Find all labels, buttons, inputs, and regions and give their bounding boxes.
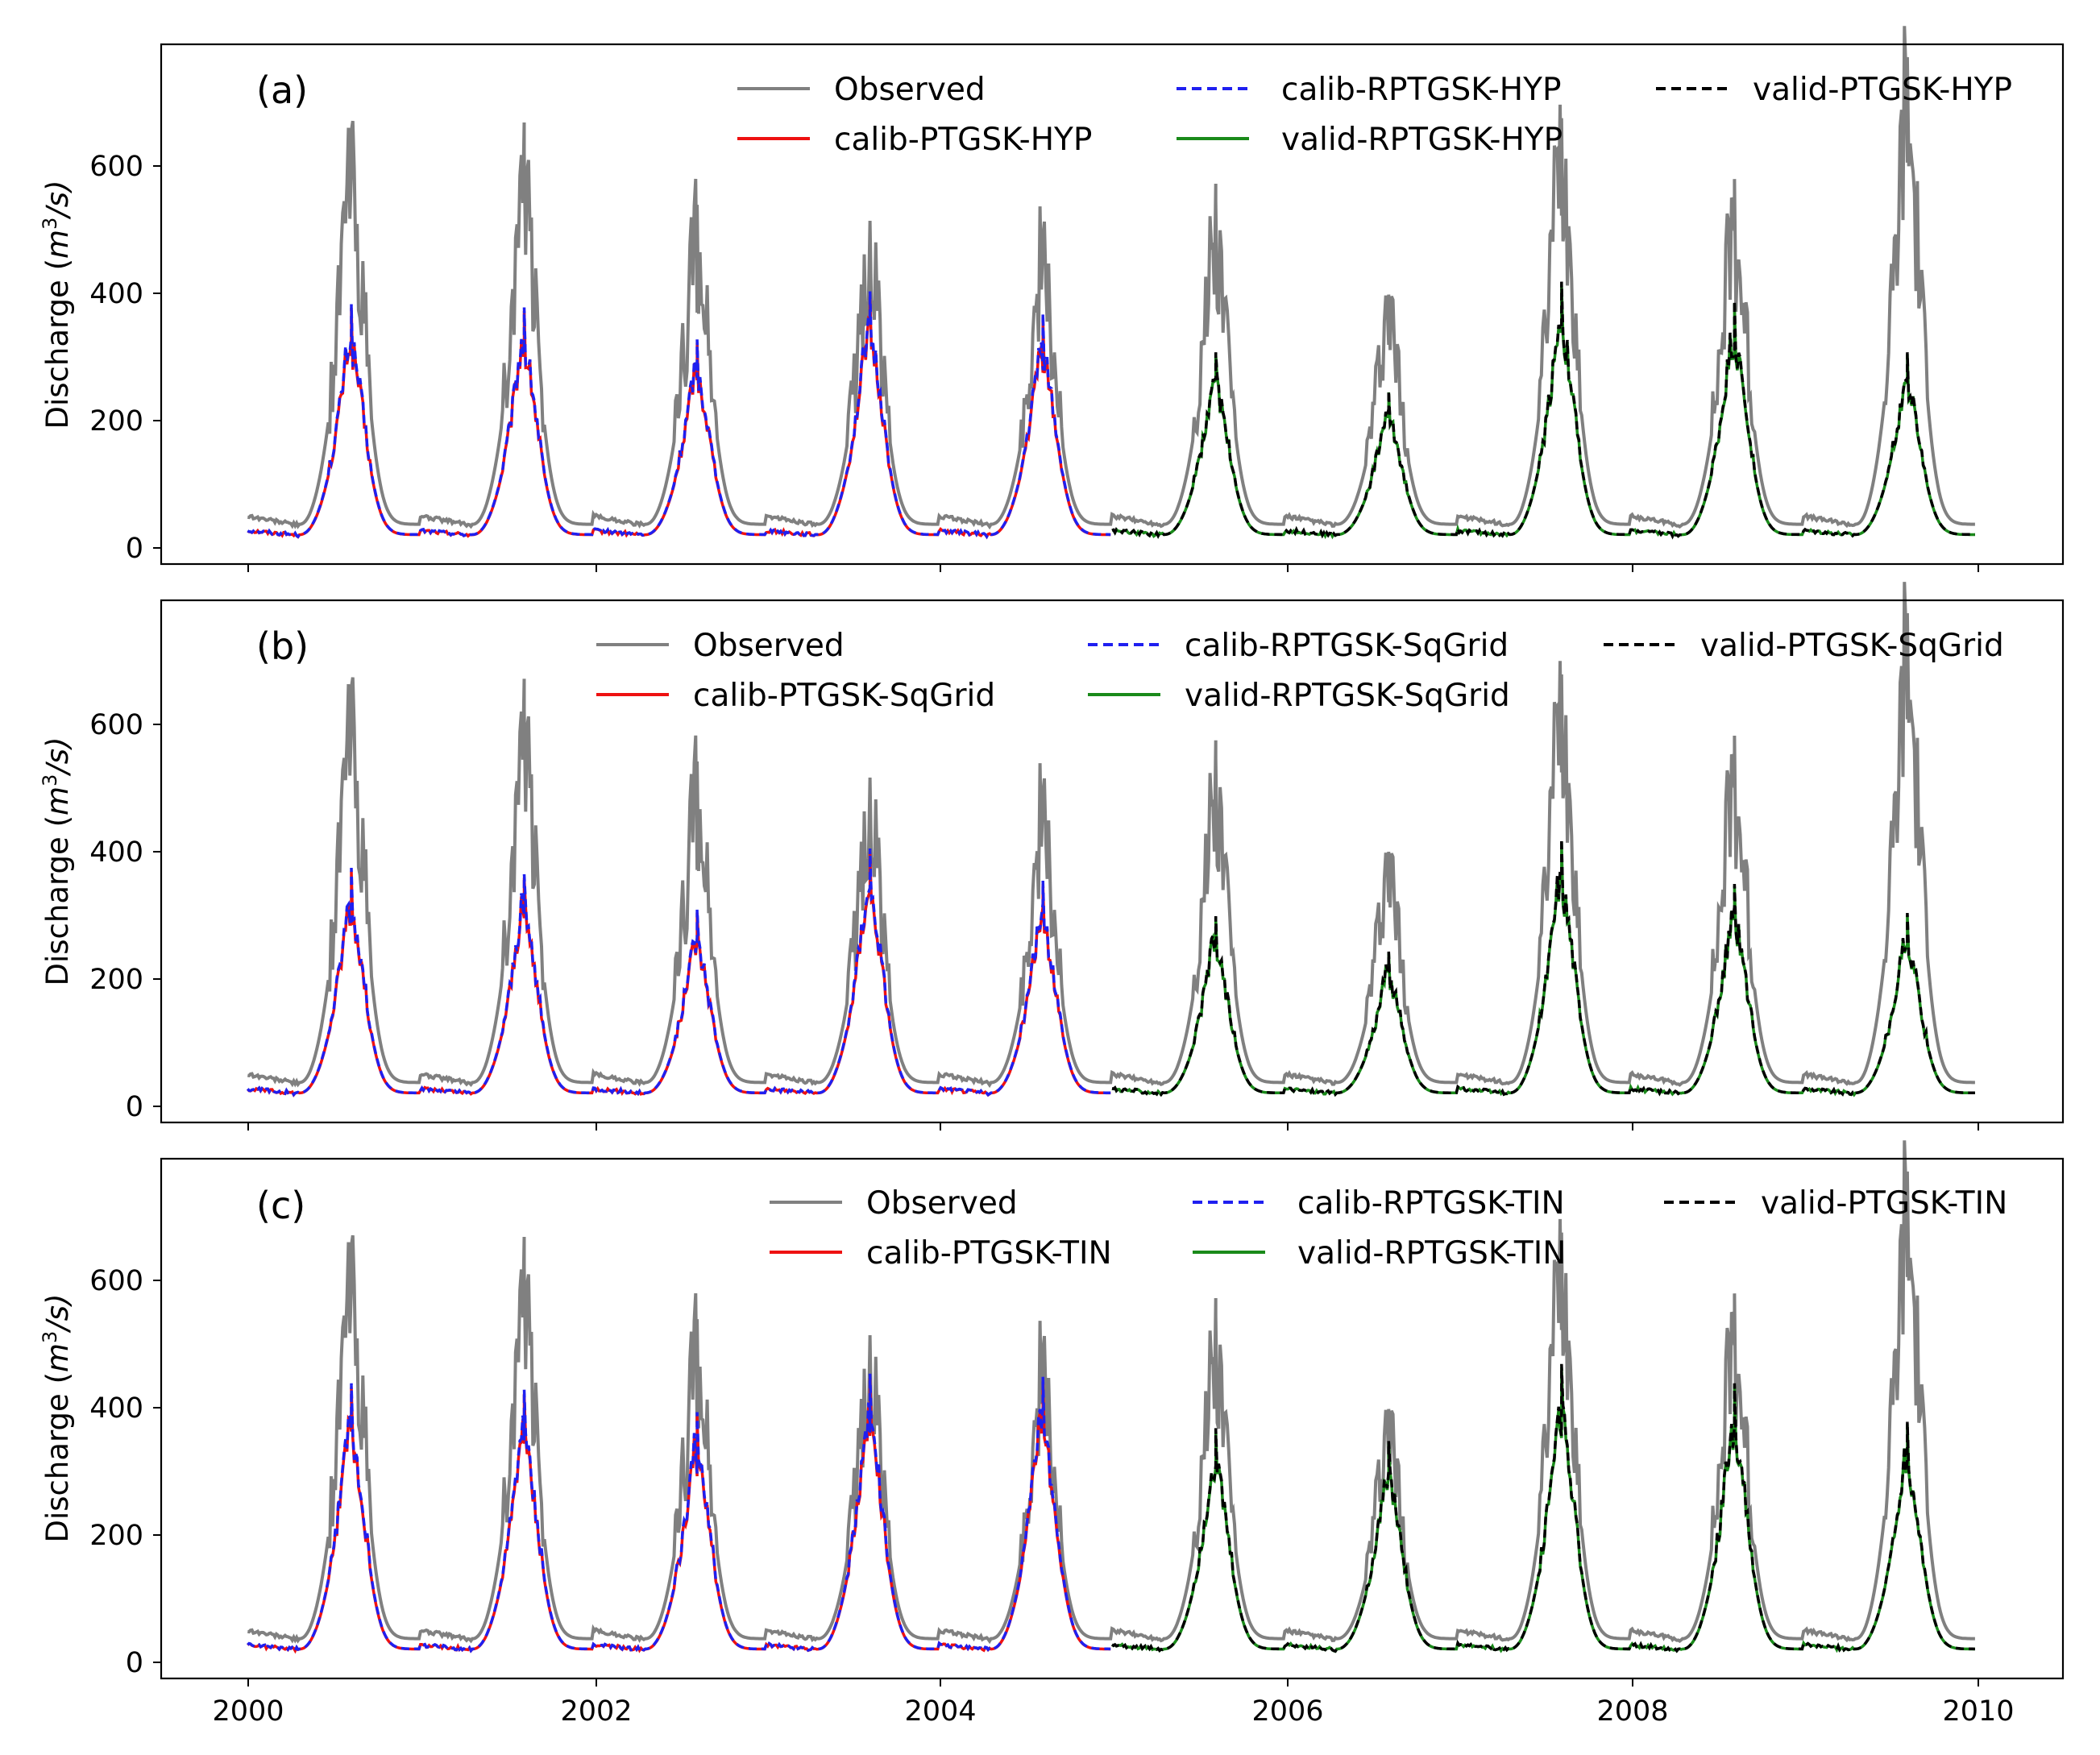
panel-a-legend: Observed calib-RPTGSK-HYP valid-PTGSK-HY… bbox=[737, 72, 2012, 158]
panel-b-legend-label-calib-rptgsk: calib-RPTGSK-SqGrid bbox=[1185, 628, 1509, 664]
panel-c-legend: Observed calib-RPTGSK-TIN valid-PTGSK-TI… bbox=[770, 1185, 2007, 1272]
panel-b-legend-label-calib-ptgsk: calib-PTGSK-SqGrid bbox=[693, 678, 995, 714]
panel-c-xtick-label-2004: 2004 bbox=[904, 1695, 976, 1728]
panel-a-legend-label-valid-ptgsk: valid-PTGSK-HYP bbox=[1753, 72, 2012, 108]
panel-c-legend-label-calib-ptgsk: calib-PTGSK-TIN bbox=[866, 1235, 1112, 1272]
panel-c-ytick-label-400: 400 bbox=[89, 1392, 143, 1425]
panel-a-ylabel: Discharge (m3/s) bbox=[39, 180, 75, 429]
panel-b-y-axis: 0 200 400 600 Discharge (m3/s) bbox=[39, 709, 161, 1123]
panel-b-label: (b) bbox=[256, 624, 309, 668]
panel-c-ytick-label-0: 0 bbox=[126, 1647, 143, 1679]
panel-b-calib-rptgsk-line bbox=[246, 848, 1111, 1097]
panel-a-ytick-label-0: 0 bbox=[126, 533, 143, 565]
panel-c: 0 200 400 600 Discharge (m3/s) 2000 2002… bbox=[39, 1140, 2065, 1728]
panel-c-ytick-label-600: 600 bbox=[89, 1265, 143, 1297]
panel-c-observed-line bbox=[247, 1140, 1975, 1645]
panel-b-legend-label-valid-ptgsk: valid-PTGSK-SqGrid bbox=[1700, 628, 2004, 664]
panel-c-xtick-label-2006: 2006 bbox=[1251, 1695, 1323, 1728]
panel-a-y-axis: 0 200 400 600 Discharge (m3/s) bbox=[39, 151, 161, 565]
panel-b-ytick-label-400: 400 bbox=[89, 836, 143, 869]
panel-b: 0 200 400 600 Discharge (m3/s) (b) Obser… bbox=[39, 582, 2065, 1131]
panel-c-legend-label-observed: Observed bbox=[866, 1185, 1018, 1222]
panel-b-ytick-label-600: 600 bbox=[89, 709, 143, 741]
panel-c-legend-label-valid-rptgsk: valid-RPTGSK-TIN bbox=[1297, 1235, 1566, 1272]
panel-c-xtick-label-2002: 2002 bbox=[560, 1695, 632, 1728]
panel-b-legend-label-observed: Observed bbox=[693, 628, 845, 664]
panel-b-observed-line bbox=[247, 582, 1975, 1089]
panel-c-ytick-label-200: 200 bbox=[89, 1520, 143, 1552]
panel-b-legend-label-valid-rptgsk: valid-RPTGSK-SqGrid bbox=[1185, 678, 1510, 714]
panel-c-xtick-label-2000: 2000 bbox=[212, 1695, 284, 1728]
panel-a-valid-ptgsk-line bbox=[1111, 281, 1975, 540]
panel-c-y-axis: 0 200 400 600 Discharge (m3/s) bbox=[39, 1265, 161, 1679]
panel-c-legend-label-valid-ptgsk: valid-PTGSK-TIN bbox=[1761, 1185, 2007, 1222]
panel-a-label: (a) bbox=[256, 68, 308, 112]
panel-a-legend-label-calib-ptgsk: calib-PTGSK-HYP bbox=[834, 122, 1092, 158]
panel-a-x-ticks bbox=[247, 564, 1979, 572]
panel-c-legend-label-calib-rptgsk: calib-RPTGSK-TIN bbox=[1297, 1185, 1565, 1222]
panel-b-x-ticks bbox=[247, 1122, 1979, 1131]
panel-b-valid-ptgsk-line bbox=[1111, 838, 1975, 1097]
panel-c-label: (c) bbox=[256, 1184, 305, 1227]
panel-b-ytick-label-200: 200 bbox=[89, 964, 143, 996]
panel-b-frame bbox=[160, 599, 2065, 1124]
panel-c-frame bbox=[160, 1157, 2065, 1680]
panel-c-valid-rptgsk-line bbox=[1111, 1367, 1975, 1653]
panel-a-series bbox=[247, 26, 1975, 540]
panel-c-calib-rptgsk-line bbox=[247, 1373, 1111, 1654]
panel-b-ylabel: Discharge (m3/s) bbox=[39, 736, 75, 985]
panel-c-ylabel: Discharge (m3/s) bbox=[39, 1293, 75, 1542]
panel-a-legend-label-observed: Observed bbox=[834, 72, 986, 108]
panel-a: 0 200 400 600 Discharge (m3/s) (a) Obser… bbox=[39, 26, 2065, 572]
panel-c-x-axis: 2000 2002 2004 2006 2008 2010 bbox=[212, 1678, 2015, 1728]
panel-c-xtick-label-2008: 2008 bbox=[1596, 1695, 1668, 1728]
panel-c-xtick-label-2010: 2010 bbox=[1942, 1695, 2014, 1728]
panel-c-valid-ptgsk-line bbox=[1110, 1363, 1975, 1653]
panel-a-observed-line bbox=[247, 26, 1975, 530]
panel-a-legend-label-valid-rptgsk: valid-RPTGSK-HYP bbox=[1281, 122, 1563, 158]
panel-b-ytick-label-0: 0 bbox=[126, 1091, 143, 1123]
panel-a-ytick-label-600: 600 bbox=[89, 151, 143, 183]
panel-a-legend-label-calib-rptgsk: calib-RPTGSK-HYP bbox=[1281, 72, 1561, 108]
panel-a-ytick-label-200: 200 bbox=[89, 405, 143, 438]
panel-a-calib-rptgsk-line bbox=[247, 291, 1111, 540]
panel-b-series bbox=[246, 582, 1975, 1097]
panel-a-ytick-label-400: 400 bbox=[89, 278, 143, 310]
panel-c-series bbox=[247, 1140, 1975, 1654]
panel-b-legend: Observed calib-RPTGSK-SqGrid valid-PTGSK… bbox=[596, 628, 2004, 714]
panel-a-frame bbox=[160, 43, 2065, 566]
